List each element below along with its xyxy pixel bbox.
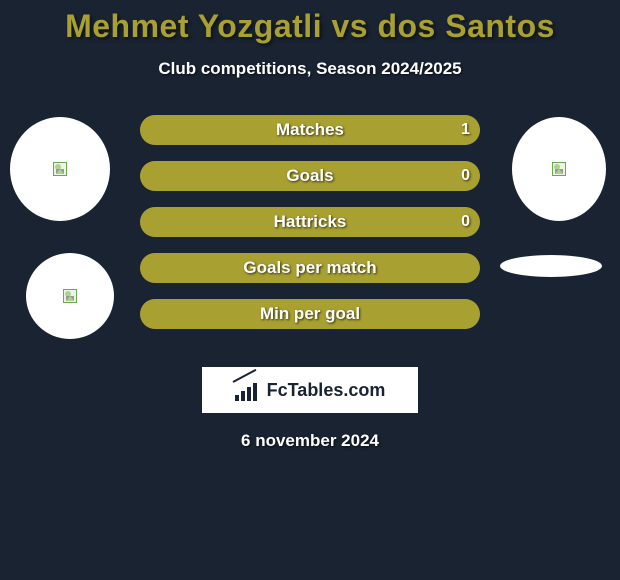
source-logo: FcTables.com	[202, 367, 418, 413]
bar-value-right: 0	[461, 161, 470, 191]
broken-image-icon	[63, 289, 77, 303]
broken-image-icon	[552, 162, 566, 176]
bar-label: Min per goal	[140, 299, 480, 329]
stat-bar: Matches1	[140, 115, 480, 145]
bar-label: Goals	[140, 161, 480, 191]
logo-text: FcTables.com	[267, 380, 386, 401]
bar-label: Goals per match	[140, 253, 480, 283]
comparison-widget: Mehmet Yozgatli vs dos Santos Club compe…	[0, 0, 620, 451]
logo-content: FcTables.com	[235, 379, 386, 401]
bar-value-right: 1	[461, 115, 470, 145]
broken-image-icon	[53, 162, 67, 176]
stat-bar: Goals per match	[140, 253, 480, 283]
player1-avatar	[10, 117, 110, 221]
stat-bars: Matches1Goals0Hattricks0Goals per matchM…	[140, 115, 480, 345]
stat-bar: Min per goal	[140, 299, 480, 329]
date-label: 6 november 2024	[0, 431, 620, 451]
subtitle: Club competitions, Season 2024/2025	[0, 59, 620, 79]
stat-bar: Goals0	[140, 161, 480, 191]
barchart-icon	[235, 379, 263, 401]
bar-label: Hattricks	[140, 207, 480, 237]
player2-club-avatar	[500, 255, 602, 277]
stat-bar: Hattricks0	[140, 207, 480, 237]
player2-avatar	[512, 117, 606, 221]
player1-club-avatar	[26, 253, 114, 339]
bar-label: Matches	[140, 115, 480, 145]
page-title: Mehmet Yozgatli vs dos Santos	[0, 8, 620, 45]
bar-value-right: 0	[461, 207, 470, 237]
comparison-content: Matches1Goals0Hattricks0Goals per matchM…	[0, 115, 620, 355]
